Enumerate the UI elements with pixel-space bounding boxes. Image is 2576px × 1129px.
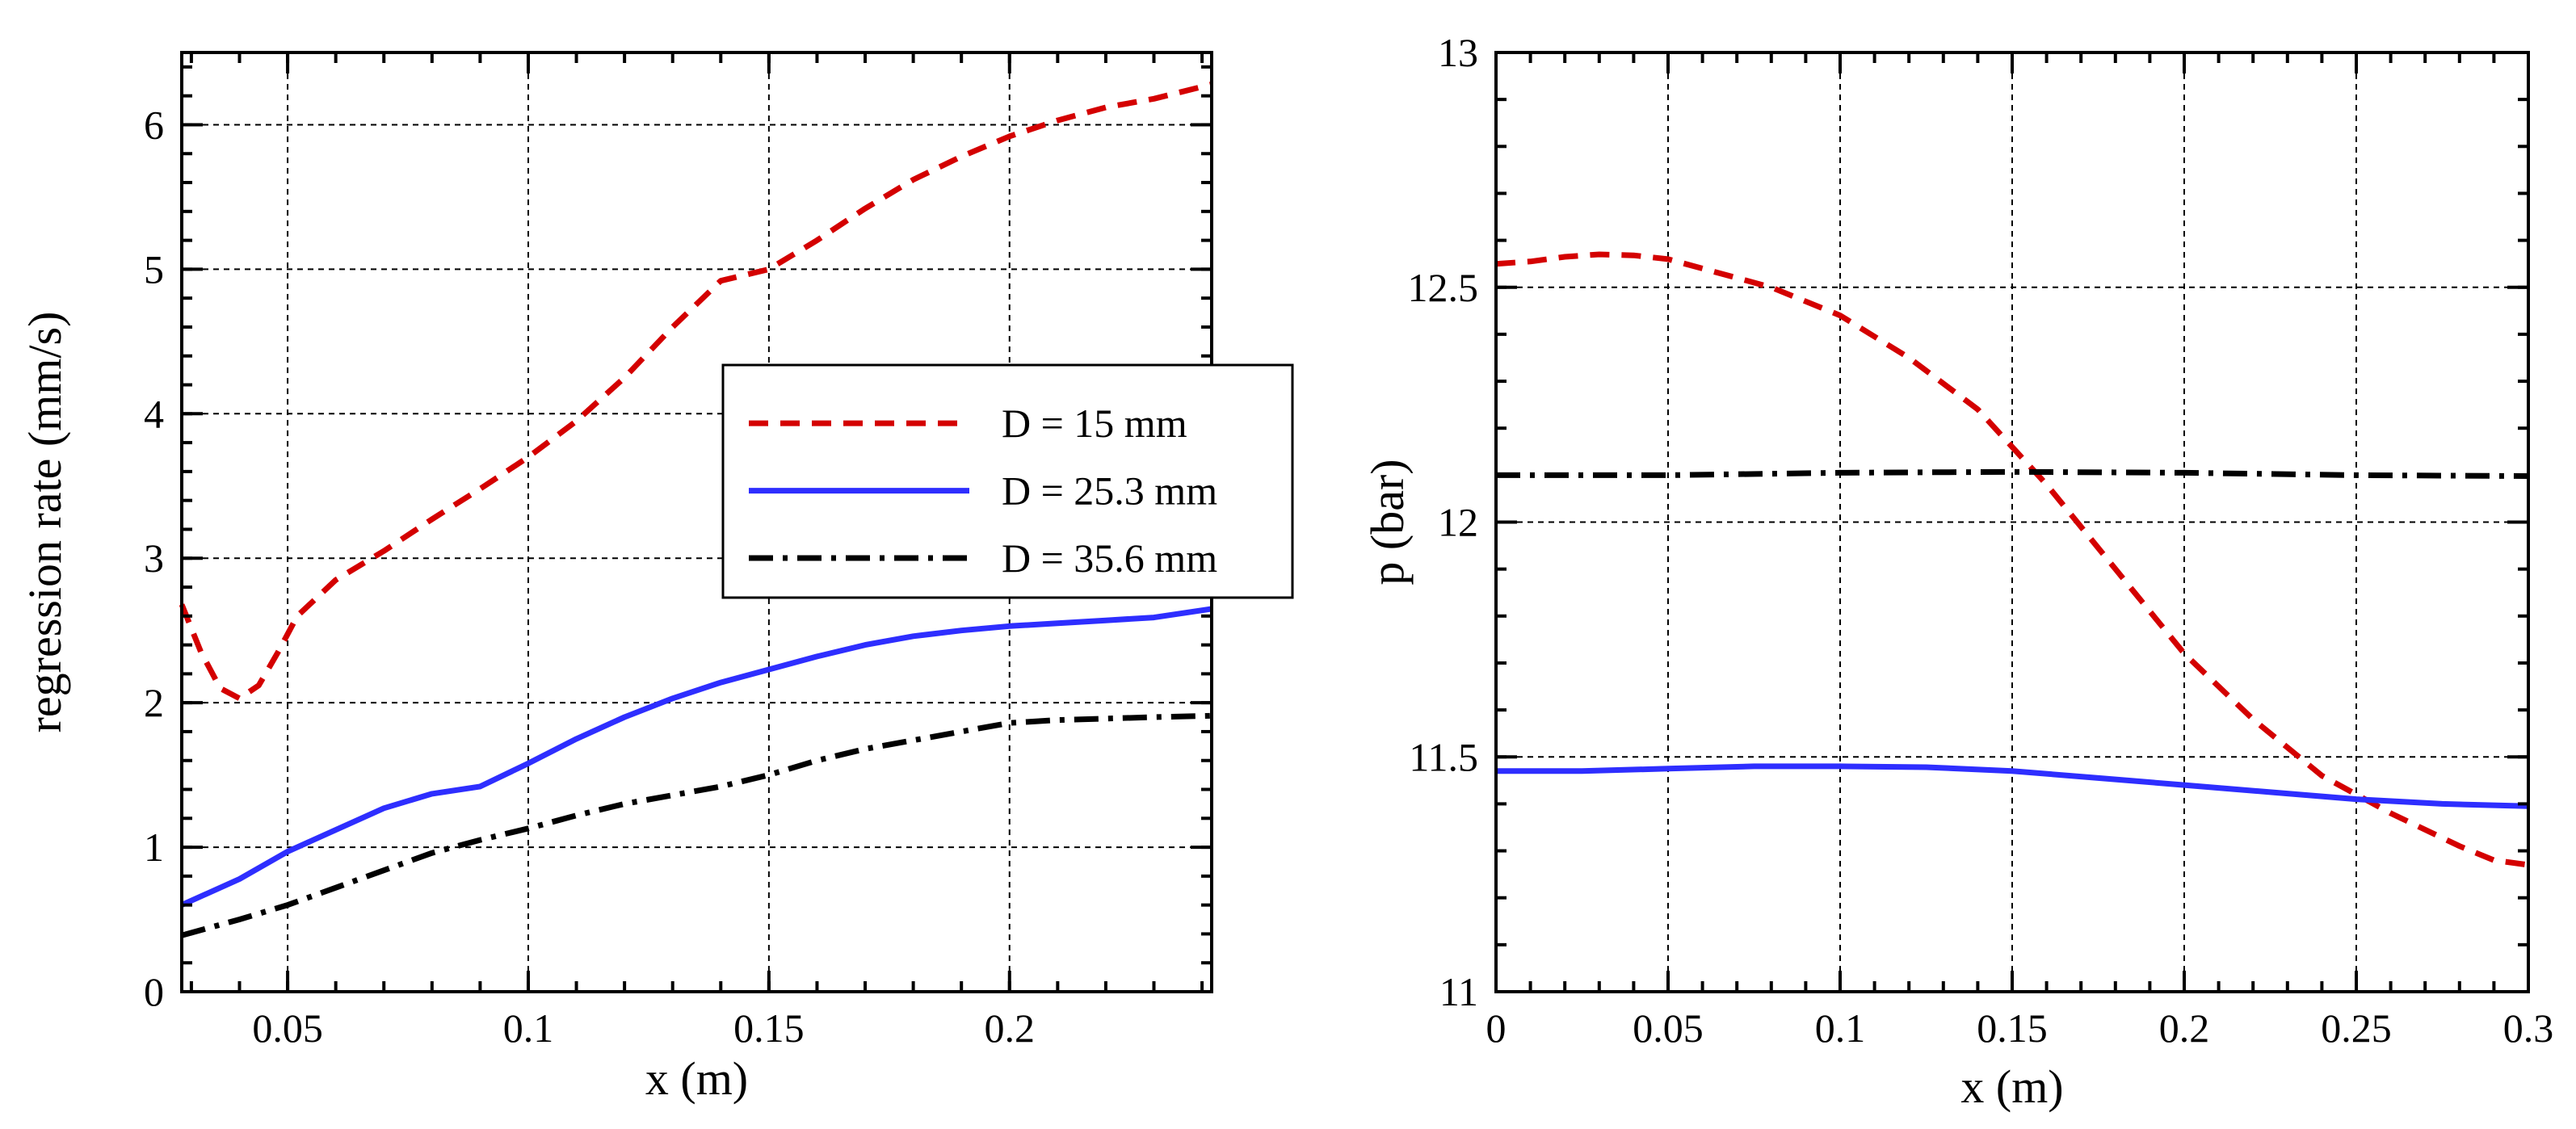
regression-rate-series-d15-line xyxy=(179,82,1212,702)
regression-rate-x-tick-label: 0.15 xyxy=(733,1005,805,1051)
pressure-y-tick-label: 13 xyxy=(1438,30,1478,75)
regression-rate-series xyxy=(179,82,1212,938)
pressure-x-tick-label: 0.2 xyxy=(2159,1005,2210,1051)
regression-rate-chart: 0.05 0.1 0.15 0.2 0 1 2 3 4 5 6 x (m) regression r… xyxy=(19,51,1294,1105)
pressure-y-axis-label: p (bar) xyxy=(1361,459,1414,585)
regression-rate-y-tick-label: 4 xyxy=(144,391,164,436)
pressure-x-tick-label: 0.1 xyxy=(1815,1005,1866,1051)
legend: D = 15 mm D = 25.3 mm D = 35.6 mm xyxy=(721,363,1294,599)
pressure-x-tick-label: 0.05 xyxy=(1633,1005,1704,1051)
pressure-tick-labels: 0 0.05 0.1 0.15 0.2 0.25 0.3 11 11.5 12 12.5 13 xyxy=(1408,30,2554,1051)
pressure-y-tick-label: 12 xyxy=(1438,500,1478,545)
pressure-series-d25-line xyxy=(1496,763,2529,809)
regression-rate-x-tick-label: 0.2 xyxy=(985,1005,1036,1051)
regression-rate-y-tick-label: 1 xyxy=(144,825,164,870)
regression-rate-x-axis-label: x (m) xyxy=(645,1052,748,1105)
regression-rate-series-d25-line xyxy=(180,606,1212,908)
regression-rate-y-tick-label: 0 xyxy=(144,969,164,1014)
pressure-grid xyxy=(1496,52,2528,992)
legend-label-d35: D = 35.6 mm xyxy=(1002,535,1217,581)
pressure-series-d35-line xyxy=(1496,468,2529,479)
regression-rate-y-tick-label: 2 xyxy=(144,680,164,725)
regression-rate-tick-labels: 0.05 0.1 0.15 0.2 0 1 2 3 4 5 6 xyxy=(144,102,1035,1051)
pressure-y-tick-label: 12.5 xyxy=(1408,265,1479,310)
regression-rate-series-d35-line xyxy=(181,712,1212,938)
regression-rate-x-tick-label: 0.05 xyxy=(252,1005,323,1051)
pressure-y-tick-label: 11.5 xyxy=(1409,734,1478,779)
regression-rate-y-axis-label: regression rate (mm/s) xyxy=(19,312,71,733)
legend-label-d15: D = 15 mm xyxy=(1002,401,1187,446)
pressure-series xyxy=(1495,251,2529,868)
pressure-x-tick-label: 0.3 xyxy=(2503,1005,2554,1051)
pressure-y-tick-label: 11 xyxy=(1439,969,1478,1014)
regression-rate-y-tick-label: 6 xyxy=(144,102,164,147)
pressure-x-tick-label: 0 xyxy=(1486,1005,1507,1051)
legend-label-d25: D = 25.3 mm xyxy=(1002,468,1217,514)
pressure-x-axis-label: x (m) xyxy=(1960,1060,2063,1113)
pressure-x-tick-label: 0.15 xyxy=(1977,1005,2048,1051)
pressure-x-tick-label: 0.25 xyxy=(2321,1005,2392,1051)
regression-rate-grid xyxy=(182,52,1212,992)
regression-rate-y-tick-label: 5 xyxy=(144,246,164,292)
regression-rate-ticks xyxy=(182,52,1212,993)
pressure-ticks xyxy=(1494,51,2530,993)
pressure-chart: 0 0.05 0.1 0.15 0.2 0.25 0.3 11 11.5 12 12.5 13 x (… xyxy=(1361,30,2553,1113)
regression-rate-x-tick-label: 0.1 xyxy=(503,1005,554,1051)
pressure-series-d15-line xyxy=(1495,251,2529,868)
regression-rate-y-tick-label: 3 xyxy=(144,535,164,581)
